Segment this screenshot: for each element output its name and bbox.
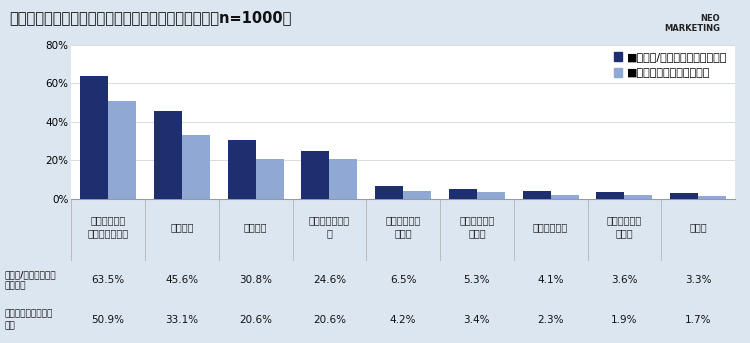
- Text: 1.9%: 1.9%: [611, 315, 638, 325]
- Text: 30.8%: 30.8%: [239, 275, 272, 285]
- Text: フレックスタイ
ム: フレックスタイ ム: [309, 215, 350, 238]
- Text: 3.6%: 3.6%: [611, 275, 638, 285]
- Text: サテライトオ
フィス: サテライトオ フィス: [386, 215, 421, 238]
- Text: 1.7%: 1.7%: [685, 315, 711, 325]
- Bar: [523, 191, 550, 199]
- Text: 63.5%: 63.5%: [92, 275, 124, 285]
- Text: 新型コロナウイルス感染拡大後の働き方（全員回答　n=1000）: 新型コロナウイルス感染拡大後の働き方（全員回答 n=1000）: [9, 10, 291, 25]
- Text: 時差出勤: 時差出勤: [170, 222, 194, 232]
- Bar: [302, 152, 329, 199]
- Text: その他: その他: [689, 222, 707, 232]
- Text: 3.4%: 3.4%: [464, 315, 490, 325]
- Bar: [670, 192, 698, 199]
- Text: 20.6%: 20.6%: [313, 315, 346, 325]
- Text: 4.2%: 4.2%: [390, 315, 416, 325]
- Bar: [698, 196, 726, 199]
- Text: 33.1%: 33.1%: [165, 315, 199, 325]
- Bar: [108, 101, 136, 199]
- Text: 現在も実施している
もの: 現在も実施している もの: [5, 310, 53, 330]
- Text: 時短勤務: 時短勤務: [244, 222, 267, 232]
- Bar: [375, 186, 404, 199]
- Bar: [80, 76, 108, 199]
- Bar: [448, 189, 477, 199]
- Legend: ■勤め先/経営先で実施したもの, ■現在も実施しているもの: ■勤め先/経営先で実施したもの, ■現在も実施しているもの: [611, 50, 730, 80]
- Text: ハイブリッド
ワーク: ハイブリッド ワーク: [459, 215, 494, 238]
- Text: 4.1%: 4.1%: [537, 275, 564, 285]
- Text: ジョブ型雇用: ジョブ型雇用: [533, 222, 568, 232]
- Bar: [477, 192, 505, 199]
- Text: 20.6%: 20.6%: [239, 315, 272, 325]
- Bar: [227, 140, 256, 199]
- Text: 在宅勤務（リ
モートワーク）: 在宅勤務（リ モートワーク）: [88, 215, 129, 238]
- Text: 2.3%: 2.3%: [537, 315, 564, 325]
- Text: バーチャルオ
フィス: バーチャルオ フィス: [607, 215, 642, 238]
- Text: 45.6%: 45.6%: [165, 275, 199, 285]
- Bar: [256, 159, 284, 199]
- Bar: [596, 192, 624, 199]
- Text: NEO
MARKETING: NEO MARKETING: [664, 14, 720, 33]
- Bar: [404, 191, 431, 199]
- Bar: [329, 159, 358, 199]
- Bar: [550, 194, 579, 199]
- Text: 3.3%: 3.3%: [685, 275, 711, 285]
- Bar: [154, 111, 182, 199]
- Bar: [624, 195, 652, 199]
- Bar: [182, 135, 210, 199]
- Text: 5.3%: 5.3%: [464, 275, 490, 285]
- Text: 24.6%: 24.6%: [313, 275, 346, 285]
- Text: 6.5%: 6.5%: [390, 275, 416, 285]
- Text: 勤め先/経営先で実施
したもの: 勤め先/経営先で実施 したもの: [5, 270, 56, 291]
- Text: 50.9%: 50.9%: [92, 315, 124, 325]
